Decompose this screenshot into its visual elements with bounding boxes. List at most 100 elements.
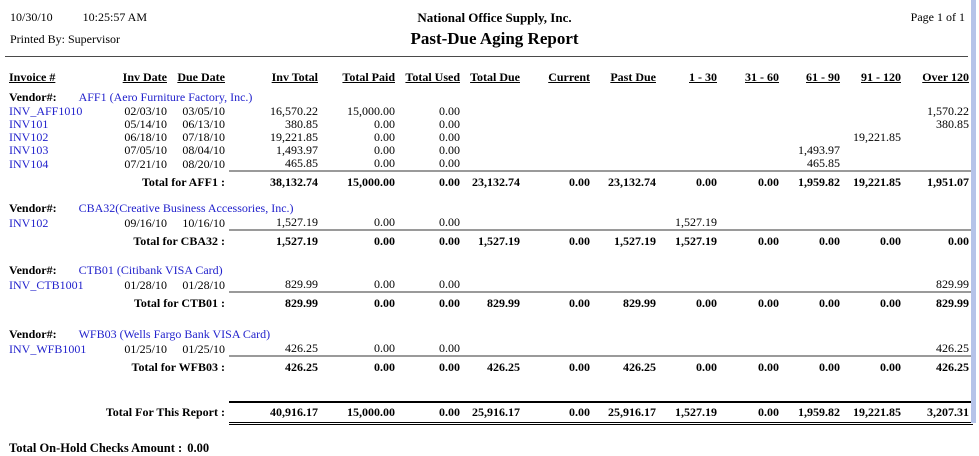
invoice-row: INV102 09/16/10 10/16/10 1,527.19 0.00 0.00 1,…: [5, 216, 973, 230]
cell-past-due: [594, 118, 660, 131]
invoice-link[interactable]: INV102: [9, 131, 49, 144]
section-spacer: [5, 190, 973, 200]
cell-total-due: [464, 342, 524, 356]
total-cell-past-due: 829.99: [594, 291, 660, 311]
section-spacer: [5, 375, 973, 402]
invoice-link[interactable]: INV102: [9, 216, 49, 230]
vendor-name-link[interactable]: CTB01 (Citibank VISA Card): [78, 263, 223, 277]
vendor-row: Vendor#: AFF1 (Aero Furniture Factory, In…: [5, 89, 973, 105]
vendor-row: Vendor#: CTB01 (Citibank VISA Card): [5, 262, 973, 278]
cell-current: [524, 118, 594, 131]
vendor-row: Vendor#: CBA32(Creative Business Accessor…: [5, 200, 973, 216]
total-cell-aging-91-120: 0.00: [844, 229, 905, 249]
cell-total-due: [464, 157, 524, 171]
cell-current: [524, 131, 594, 144]
cell-inv-total: 1,527.19: [276, 216, 318, 229]
total-cell-aging-over-120: 426.25: [905, 355, 973, 375]
vendor-total-row: Total for CBA32 :1,527.19 0.00 0.00 1,527.1…: [5, 229, 973, 249]
cell-aging-61-90: [783, 118, 844, 131]
invoice-link[interactable]: INV104: [9, 157, 49, 171]
cell-total-due: [464, 105, 524, 118]
cell-inv-total: 1,493.97: [276, 144, 318, 157]
invoice-link[interactable]: INV101: [9, 118, 49, 131]
cell-aging-61-90: [783, 216, 844, 230]
cell-aging-1-30: [660, 342, 721, 356]
vendor-name-link[interactable]: CBA32(Creative Business Accessories, Inc…: [78, 201, 294, 215]
cell-due-date: 08/04/10: [182, 144, 225, 157]
total-cell-total-paid: 0.00: [322, 229, 399, 249]
invoice-link[interactable]: INV_AFF1010: [9, 105, 83, 118]
cell-current: [524, 157, 594, 171]
total-cell-aging-61-90: 0.00: [783, 291, 844, 311]
total-cell-total-paid: 15,000.00: [322, 170, 399, 190]
cell-aging-61-90: 1,493.97: [798, 144, 840, 157]
vendor-cell: Vendor#: WFB03 (Wells Fargo Bank VISA Car…: [5, 326, 973, 342]
table-header-row: Invoice # Inv Date Due Date Inv Total Total …: [5, 70, 973, 89]
cell-inv-date: 05/14/10: [124, 118, 167, 131]
vendor-total-row: Total for CTB01 :829.99 0.00 0.00 829.99 0.0…: [5, 291, 973, 311]
cell-aging-61-90: [783, 131, 844, 144]
total-cell-total-used: 0.00: [399, 291, 464, 311]
cell-aging-91-120: [844, 342, 905, 356]
section-spacer: [5, 249, 973, 262]
cell-due-date: 03/05/10: [182, 105, 225, 118]
cell-current: [524, 144, 594, 157]
vendor-name-link[interactable]: AFF1 (Aero Furniture Factory, Inc.): [78, 90, 253, 104]
total-cell-aging-91-120: 19,221.85: [844, 170, 905, 190]
total-cell-inv-total: 1,527.19: [229, 229, 322, 249]
column-header-inv-date: Inv Date: [122, 70, 167, 84]
cell-current: [524, 105, 594, 118]
total-cell-past-due: 426.25: [594, 355, 660, 375]
cell-aging-1-30: [660, 144, 721, 157]
cell-inv-date: 01/28/10: [124, 278, 167, 292]
spacer-cell: [5, 375, 973, 402]
total-cell-aging-1-30: 1,527.19: [660, 229, 721, 249]
total-cell-aging-1-30: 0.00: [660, 170, 721, 190]
cell-aging-91-120: [844, 278, 905, 292]
cell-aging-1-30: 1,527.19: [675, 216, 717, 229]
vendor-total-label: Total for CTB01 :: [133, 296, 225, 310]
vendor-cell: Vendor#: AFF1 (Aero Furniture Factory, In…: [5, 89, 973, 105]
section-spacer: [5, 311, 973, 326]
cell-total-due: [464, 118, 524, 131]
total-cell-aging-91-120: 0.00: [844, 355, 905, 375]
cell-past-due: [594, 216, 660, 230]
total-cell-current: 0.00: [524, 355, 594, 375]
invoice-link[interactable]: INV103: [9, 144, 49, 157]
cell-inv-date: 09/16/10: [124, 216, 167, 230]
on-hold-summary: Total On-Hold Checks Amount : 0.00: [9, 441, 979, 456]
cell-aging-31-60: [721, 118, 783, 131]
total-cell-past-due: 23,132.74: [594, 170, 660, 190]
vendor-total-label: Total for AFF1 :: [142, 175, 225, 189]
report-total-cell-aging-61-90: 1,959.82: [783, 401, 844, 425]
cell-total-used: 0.00: [439, 144, 460, 157]
invoice-link[interactable]: INV_CTB1001: [9, 278, 84, 292]
vendor-total-label: Total for CBA32 :: [133, 234, 225, 248]
total-cell-current: 0.00: [524, 291, 594, 311]
vendor-name-link[interactable]: WFB03 (Wells Fargo Bank VISA Card): [78, 327, 271, 341]
cell-aging-over-120: 426.25: [936, 342, 969, 355]
report-total-cell-aging-91-120: 19,221.85: [844, 401, 905, 425]
printed-by: Printed By: Supervisor: [10, 32, 120, 46]
invoice-row: INV104 07/21/10 08/20/10 465.85 0.00 0.00 465.…: [5, 157, 973, 171]
cell-inv-date: 06/18/10: [124, 131, 167, 144]
cell-due-date: 07/18/10: [182, 131, 225, 144]
total-cell-aging-1-30: 0.00: [660, 355, 721, 375]
invoice-row: INV_AFF1010 02/03/10 03/05/10 16,570.22 15,0…: [5, 105, 973, 118]
cell-aging-1-30: [660, 105, 721, 118]
total-cell-current: 0.00: [524, 229, 594, 249]
cell-due-date: 08/20/10: [182, 157, 225, 171]
cell-aging-over-120: [905, 157, 973, 171]
cell-aging-over-120: 1,570.22: [927, 105, 969, 118]
cell-total-paid: 0.00: [374, 144, 395, 157]
cell-aging-31-60: [721, 342, 783, 356]
invoice-link[interactable]: INV_WFB1001: [9, 342, 87, 356]
report-total-cell-total-paid: 15,000.00: [322, 401, 399, 425]
vendor-number-label: Vendor#:: [9, 263, 57, 277]
total-cell-total-used: 0.00: [399, 170, 464, 190]
cell-total-paid: 0.00: [374, 157, 395, 170]
column-header-total-due: Total Due: [470, 70, 520, 84]
cell-due-date: 01/28/10: [182, 278, 225, 292]
cell-inv-date: 02/03/10: [124, 105, 167, 118]
